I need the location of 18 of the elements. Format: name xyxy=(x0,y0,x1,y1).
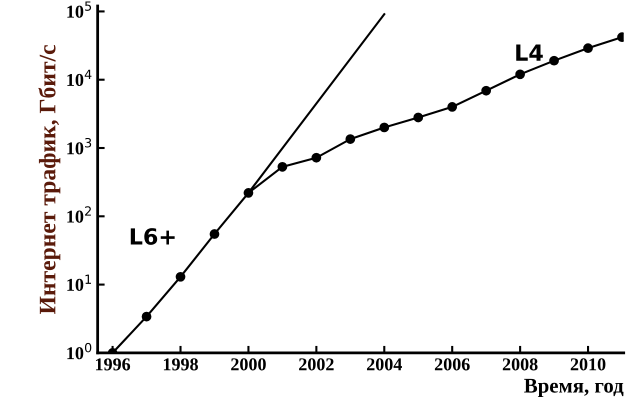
y-axis-title: Интернет трафик, Гбит/с xyxy=(38,45,60,314)
x-tick-label: 2000 xyxy=(231,358,266,370)
x-tick-label: 2006 xyxy=(434,358,470,370)
y-tick-label: 10$^{4}$ xyxy=(67,70,92,86)
y-tick-label: 10$^{1}$ xyxy=(67,274,91,291)
y-tick-label: 10$^{0}$ xyxy=(67,342,92,360)
y-tick-label: 10$^{3}$ xyxy=(67,138,92,154)
x-tick-label: 2010 xyxy=(570,358,606,370)
y-tick-label: 10$^{5}$ xyxy=(67,1,92,18)
x-tick-label: 2004 xyxy=(366,358,402,370)
x-tick-label: 2008 xyxy=(502,358,538,370)
x-axis-title: Время, год xyxy=(524,378,624,397)
x-tick-label: 1998 xyxy=(164,358,198,370)
x-tick-label: 2002 xyxy=(299,358,334,370)
x-tick-label: 1996 xyxy=(96,358,130,370)
annotation: L6+ xyxy=(130,228,175,245)
y-tick-label: 10$^{2}$ xyxy=(67,206,91,223)
annotation: L4 xyxy=(516,44,543,61)
